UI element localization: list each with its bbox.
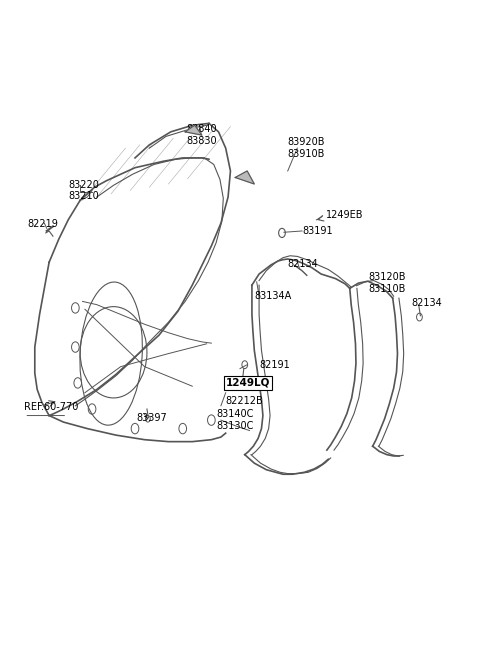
Text: 82212B: 82212B — [226, 396, 264, 405]
Text: 83120B
83110B: 83120B 83110B — [369, 272, 407, 294]
Text: 83140C
83130C: 83140C 83130C — [216, 409, 253, 431]
Text: 1249LQ: 1249LQ — [226, 378, 270, 388]
Text: 83191: 83191 — [302, 226, 333, 236]
Text: 83220
83210: 83220 83210 — [68, 179, 99, 201]
Text: 83397: 83397 — [136, 413, 167, 422]
Text: 1249EB: 1249EB — [326, 210, 363, 220]
Text: 82219: 82219 — [28, 219, 59, 229]
Text: 83840
83830: 83840 83830 — [187, 124, 217, 146]
Text: 82134: 82134 — [412, 298, 443, 308]
Polygon shape — [235, 171, 254, 184]
Text: 83920B
83910B: 83920B 83910B — [288, 138, 325, 159]
Text: REF.60-770: REF.60-770 — [24, 402, 79, 412]
Text: 82134: 82134 — [288, 259, 318, 269]
Polygon shape — [185, 125, 202, 135]
Text: 82191: 82191 — [259, 360, 290, 370]
Text: 83134A: 83134A — [254, 291, 291, 301]
